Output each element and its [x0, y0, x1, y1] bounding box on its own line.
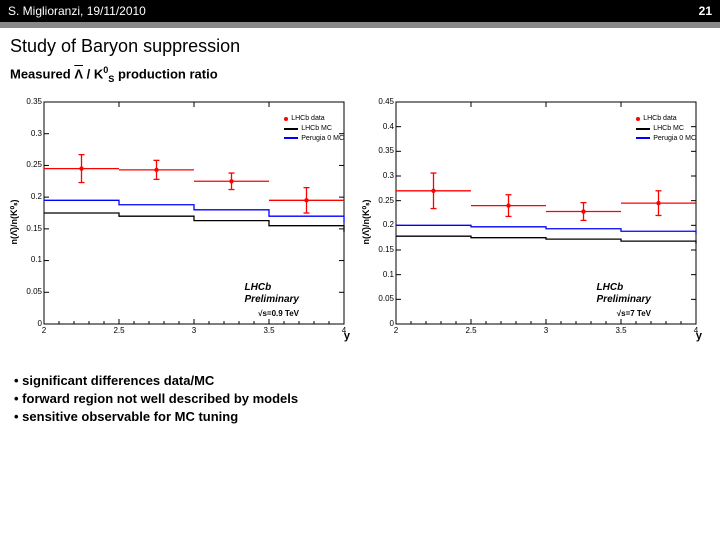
- preliminary-label: LHCbPreliminary: [245, 282, 299, 306]
- y-tick-label: 0.2: [364, 220, 394, 229]
- bullet-item: • sensitive observable for MC tuning: [14, 408, 706, 426]
- x-tick-label: 3.5: [259, 326, 279, 335]
- x-tick-label: 3: [184, 326, 204, 335]
- bullet-item: • forward region not well described by m…: [14, 390, 706, 408]
- y-tick-label: 0.35: [364, 146, 394, 155]
- y-tick-label: 0.2: [12, 192, 42, 201]
- y-tick-label: 0.3: [12, 129, 42, 138]
- bullet-item: • significant differences data/MC: [14, 372, 706, 390]
- y-tick-label: 0.1: [12, 255, 42, 264]
- author-date: S. Miglioranzi, 19/11/2010: [8, 4, 146, 18]
- y-tick-label: 0.15: [12, 224, 42, 233]
- legend-item: LHCb MC: [284, 124, 344, 134]
- bullet-list: • significant differences data/MC • forw…: [0, 352, 720, 427]
- page-number: 21: [699, 4, 712, 18]
- legend: LHCb dataLHCb MCPerugia 0 MC: [284, 114, 344, 143]
- x-tick-label: 2.5: [109, 326, 129, 335]
- y-tick-label: 0.1: [364, 270, 394, 279]
- y-tick-label: 0.05: [12, 287, 42, 296]
- charts-row: n(Λ̄)/n(K⁰ₛ)00.050.10.150.20.250.30.3522…: [0, 92, 720, 352]
- x-tick-label: 2: [34, 326, 54, 335]
- slide-title: Study of Baryon suppression: [0, 28, 720, 61]
- y-tick-label: 0.35: [12, 97, 42, 106]
- y-tick-label: 0.3: [364, 171, 394, 180]
- x-axis-label: y: [696, 330, 702, 342]
- slide-subtitle: Measured Λ / K0S production ratio: [0, 61, 720, 92]
- legend-item: LHCb data: [284, 114, 344, 124]
- x-tick-label: 3.5: [611, 326, 631, 335]
- legend: LHCb dataLHCb MCPerugia 0 MC: [636, 114, 696, 143]
- y-tick-label: 0.45: [364, 97, 394, 106]
- chart-left: n(Λ̄)/n(K⁰ₛ)00.050.10.150.20.250.30.3522…: [6, 92, 354, 352]
- slide-header: S. Miglioranzi, 19/11/2010 21: [0, 0, 720, 22]
- chart-right: n(Λ̄)/n(K⁰ₛ)00.050.10.150.20.250.30.350.…: [358, 92, 706, 352]
- preliminary-label: LHCbPreliminary: [597, 282, 651, 306]
- x-tick-label: 3: [536, 326, 556, 335]
- y-tick-label: 0.25: [364, 196, 394, 205]
- x-tick-label: 2: [386, 326, 406, 335]
- sqrt-s-label: √s=7 TeV: [617, 309, 651, 318]
- sqrt-s-label: √s=0.9 TeV: [258, 309, 299, 318]
- y-tick-label: 0.05: [364, 294, 394, 303]
- x-tick-label: 2.5: [461, 326, 481, 335]
- legend-item: Perugia 0 MC: [636, 134, 696, 144]
- y-tick-label: 0.4: [364, 122, 394, 131]
- y-tick-label: 0.15: [364, 245, 394, 254]
- y-tick-label: 0.25: [12, 160, 42, 169]
- legend-item: LHCb MC: [636, 124, 696, 134]
- legend-item: Perugia 0 MC: [284, 134, 344, 144]
- x-axis-label: y: [344, 330, 350, 342]
- legend-item: LHCb data: [636, 114, 696, 124]
